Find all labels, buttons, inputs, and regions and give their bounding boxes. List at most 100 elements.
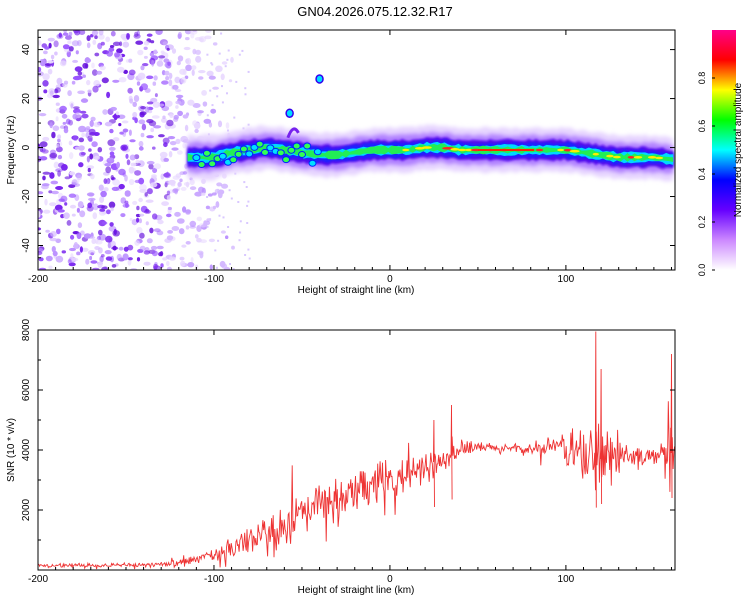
spectrogram-noise-blob	[184, 124, 189, 132]
spectrogram-noise-blob	[58, 198, 65, 202]
spectrogram-noise-blob	[185, 241, 191, 245]
spectrogram-noise-blob	[159, 151, 168, 158]
spectrogram-noise-blob	[57, 154, 63, 160]
snr-y-tick-label: 4000	[21, 438, 32, 461]
spectrogram-noise-blob	[78, 145, 85, 151]
spectrogram-noise-speck	[209, 89, 212, 92]
spectrogram-noise-blob	[179, 68, 187, 75]
spectrogram-noise-blob	[128, 95, 133, 102]
spectrogram-noise-blob	[72, 113, 78, 120]
spectrogram-noise-blob	[41, 183, 50, 187]
spectrogram-noise-blob	[134, 240, 140, 246]
spectrogram-noise-blob	[61, 113, 68, 119]
spectrogram-noise-blob	[56, 146, 63, 153]
spectrogram-noise-blob	[140, 83, 148, 91]
hot-spot	[308, 159, 317, 167]
spectrogram-noise-blob	[73, 242, 79, 249]
spectrogram-noise-blob	[88, 128, 96, 135]
spectrogram-noise-blob	[198, 70, 206, 74]
spectrogram-noise-blob	[139, 184, 147, 191]
spectrogram-noise-blob	[152, 167, 158, 174]
spectrogram-noise-blob	[126, 159, 131, 166]
spectrogram-noise-blob	[160, 263, 164, 268]
spectrogram-noise-blob	[99, 65, 106, 71]
colorbar-tick-label: 0.4	[697, 168, 707, 181]
spectrogram-noise-blob	[199, 239, 207, 244]
spectrogram-noise-blob	[132, 111, 138, 118]
spectrogram-noise-blob	[92, 39, 97, 45]
spectrogram-noise-speck	[221, 85, 223, 88]
spectrogram-noise-blob	[61, 250, 66, 254]
spectrogram-noise-blob	[81, 132, 86, 138]
spectrogram-noise-blob	[158, 252, 163, 257]
spectrogram-noise-blob	[38, 113, 47, 117]
spectrogram-noise-blob	[78, 125, 87, 133]
spectrogram-noise-speck	[229, 263, 231, 265]
spectrogram-noise-blob	[62, 32, 69, 36]
snr-series-line	[38, 331, 675, 570]
spectrogram-noise-blob	[148, 163, 154, 170]
spectrogram-noise-blob	[91, 62, 95, 69]
spectrogram-noise-blob	[100, 41, 105, 46]
spectrogram-y-tick-label: -40	[21, 238, 32, 253]
spectrogram-noise-blob	[127, 258, 132, 266]
spectrogram-noise-blob	[62, 44, 70, 50]
spectrogram-noise-blob	[101, 266, 109, 270]
spectrogram-noise-blob	[191, 65, 197, 70]
spectrogram-noise-blob	[100, 190, 107, 198]
spectrogram-noise-speck	[206, 114, 209, 117]
spectrogram-noise-blob	[97, 147, 103, 153]
spectrogram-noise-blob	[128, 166, 135, 174]
spectrogram-noise-blob	[137, 49, 144, 56]
spectrogram-noise-blob	[228, 79, 233, 83]
spectrogram-x-tick-label: 0	[387, 274, 393, 285]
spectrogram-noise-blob	[38, 257, 44, 262]
spectrogram-noise-blob	[81, 247, 89, 252]
spectrogram-noise-blob	[77, 222, 83, 229]
spectrogram-noise-blob	[68, 46, 74, 52]
spectrogram-noise-blob	[151, 250, 158, 257]
spectrogram-noise-blob	[153, 125, 162, 129]
spectrogram-noise-blob	[110, 206, 114, 212]
spectrogram-noise-speck	[217, 239, 220, 242]
spectrogram-noise-blob	[151, 59, 155, 67]
spectrogram-noise-speck	[232, 268, 235, 270]
spectrogram-noise-blob	[156, 60, 164, 67]
spectrogram-noise-blob	[112, 79, 120, 83]
spectrogram-noise-blob	[151, 174, 157, 178]
spectrogram-y-tick-label: 20	[21, 93, 32, 105]
spectrogram-noise-blob	[90, 34, 94, 38]
spectrogram-noise-blob	[106, 209, 111, 215]
hot-spot	[229, 156, 238, 164]
spectrogram-noise-blob	[77, 201, 84, 208]
spectrogram-noise-blob	[118, 168, 126, 176]
spectrogram-noise-blob	[47, 37, 55, 42]
spectrogram-noise-speck	[210, 62, 213, 65]
spectrogram-noise-blob	[196, 216, 202, 222]
spectrogram-noise-blob	[165, 76, 170, 81]
spectrogram-noise-blob	[86, 165, 95, 170]
spectrogram-noise-speck	[207, 133, 210, 136]
spectrogram-noise-blob	[117, 61, 122, 65]
spectrogram-noise-blob	[91, 141, 98, 148]
spectrogram-noise-blob	[92, 267, 100, 270]
spectrogram-noise-blob	[127, 244, 134, 251]
spectrogram-noise-blob	[105, 166, 112, 174]
spectrogram-noise-blob	[71, 213, 76, 217]
spectrogram-noise-blob	[145, 221, 149, 226]
spectrogram-noise-blob	[162, 41, 168, 46]
spectrogram-noise-blob	[43, 209, 51, 214]
hot-spot	[450, 148, 460, 151]
spectrogram-noise-speck	[227, 49, 230, 52]
spectrogram-noise-speck	[246, 222, 249, 224]
spectrogram-noise-blob	[164, 238, 172, 244]
spectrogram-noise-blob	[85, 126, 91, 131]
spectrogram-noise-blob	[104, 163, 112, 167]
spectrogram-noise-blob	[175, 94, 184, 99]
hot-spot	[208, 160, 217, 168]
spectrogram-noise-blob	[153, 228, 161, 233]
spectrogram-noise-blob	[151, 115, 160, 119]
spectrogram-noise-blob	[179, 256, 185, 261]
spectrogram-noise-blob	[132, 200, 138, 205]
spectrogram-noise-blob	[74, 66, 83, 72]
